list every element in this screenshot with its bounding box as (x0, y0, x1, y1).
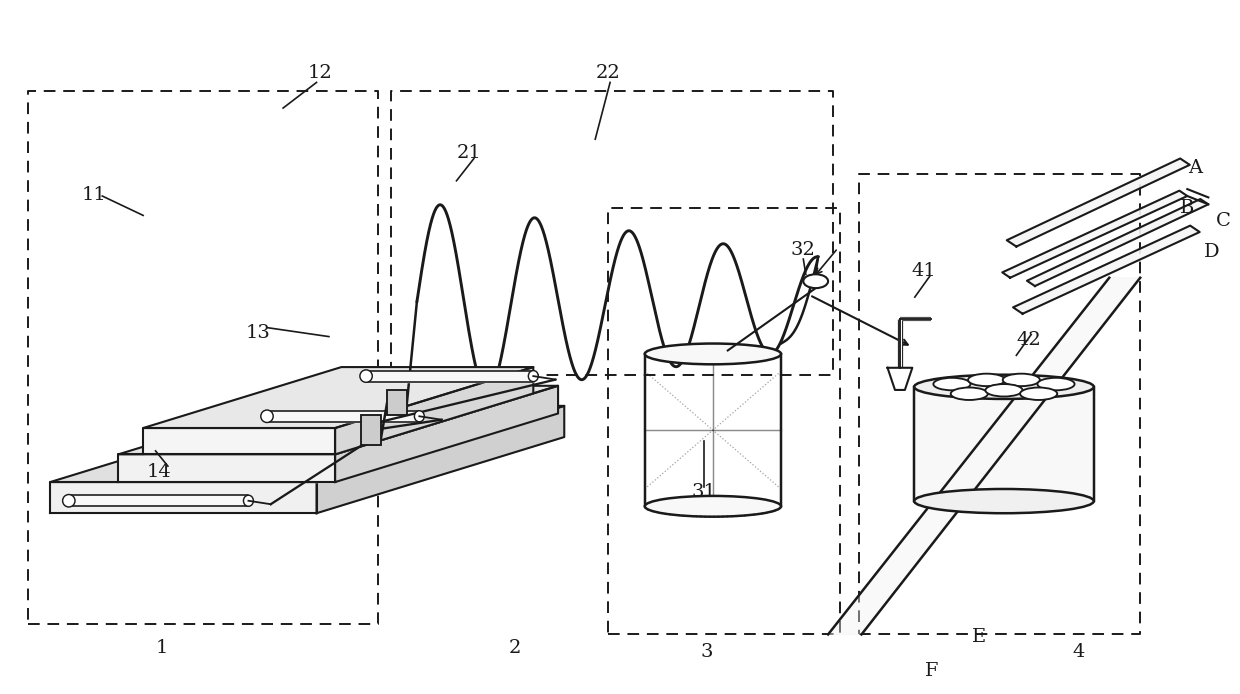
Text: A: A (1188, 160, 1202, 177)
Text: 42: 42 (1017, 331, 1042, 349)
Text: D: D (1204, 243, 1220, 261)
Polygon shape (366, 371, 533, 382)
Polygon shape (828, 278, 1141, 634)
Polygon shape (51, 406, 564, 482)
Bar (387, 390, 407, 415)
Ellipse shape (934, 378, 971, 390)
Ellipse shape (243, 496, 253, 507)
Ellipse shape (1021, 387, 1058, 400)
Polygon shape (118, 386, 558, 455)
Text: C: C (1215, 212, 1230, 230)
Ellipse shape (645, 496, 781, 517)
Ellipse shape (914, 489, 1094, 514)
Text: 14: 14 (146, 463, 171, 481)
Polygon shape (143, 367, 533, 428)
Text: B: B (1180, 199, 1194, 217)
Text: 13: 13 (246, 324, 270, 342)
Polygon shape (1027, 199, 1208, 286)
Circle shape (804, 274, 828, 288)
Polygon shape (118, 455, 335, 482)
Text: 31: 31 (692, 484, 717, 502)
Polygon shape (316, 406, 564, 514)
Polygon shape (888, 368, 913, 390)
Ellipse shape (414, 411, 424, 422)
Ellipse shape (986, 384, 1023, 396)
Text: 21: 21 (456, 144, 481, 162)
Polygon shape (335, 367, 533, 455)
Text: E: E (972, 627, 986, 645)
Text: 2: 2 (508, 639, 521, 657)
Polygon shape (1002, 191, 1187, 278)
Polygon shape (1013, 226, 1199, 314)
Text: 11: 11 (81, 185, 105, 203)
Ellipse shape (360, 370, 372, 382)
Polygon shape (914, 387, 1094, 501)
Ellipse shape (1038, 378, 1075, 390)
Polygon shape (1007, 158, 1189, 246)
Ellipse shape (968, 373, 1006, 386)
Text: 22: 22 (595, 65, 620, 83)
Ellipse shape (645, 344, 781, 364)
Polygon shape (51, 482, 316, 514)
Ellipse shape (951, 387, 988, 400)
Ellipse shape (528, 371, 538, 382)
Text: 32: 32 (791, 241, 816, 259)
Ellipse shape (260, 410, 273, 423)
Text: 41: 41 (911, 262, 936, 280)
Ellipse shape (63, 495, 74, 507)
Text: 4: 4 (1073, 643, 1085, 661)
Polygon shape (267, 411, 419, 422)
Text: 1: 1 (155, 639, 167, 657)
Text: 3: 3 (701, 643, 713, 661)
Bar (361, 415, 381, 446)
Polygon shape (335, 386, 558, 482)
Text: F: F (925, 662, 939, 680)
Ellipse shape (1003, 373, 1040, 386)
Text: 12: 12 (308, 65, 332, 83)
Ellipse shape (914, 375, 1094, 399)
Polygon shape (143, 428, 335, 455)
Polygon shape (68, 496, 248, 507)
